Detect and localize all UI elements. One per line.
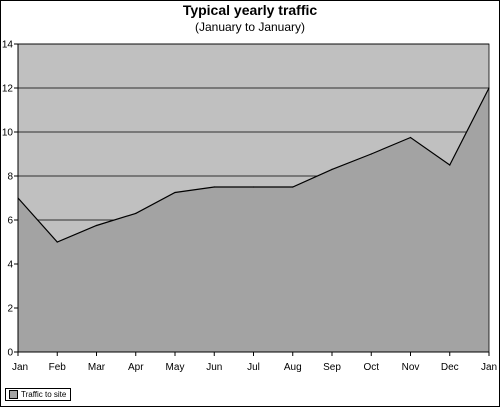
- y-tick-label-6: 6: [7, 216, 13, 227]
- x-tick-label-6: Jul: [247, 362, 260, 373]
- x-tick-label-1: Feb: [49, 362, 67, 373]
- y-tick-label-14: 14: [2, 40, 14, 51]
- x-tick-label-8: Sep: [323, 362, 341, 373]
- data-point-7: [292, 186, 294, 188]
- y-tick-label-8: 8: [7, 172, 13, 183]
- y-tick-label-0: 0: [7, 348, 13, 359]
- chart-subtitle: (January to January): [194, 20, 306, 34]
- chart-title: Typical yearly traffic: [182, 2, 318, 18]
- data-point-9: [370, 153, 372, 155]
- data-point-2: [95, 224, 98, 227]
- data-point-3: [135, 212, 137, 214]
- y-tick-label-12: 12: [2, 84, 14, 95]
- data-point-1: [56, 241, 58, 243]
- x-tick-label-4: May: [166, 362, 185, 373]
- x-tick-label-11: Dec: [441, 362, 459, 373]
- data-point-10: [409, 136, 412, 139]
- x-tick-label-5: Jun: [206, 362, 222, 373]
- y-tick-label-2: 2: [7, 304, 13, 315]
- legend-swatch: [9, 390, 18, 399]
- data-point-6: [252, 186, 255, 188]
- x-tick-label-7: Aug: [284, 362, 302, 373]
- data-point-8: [331, 168, 333, 170]
- data-point-11: [449, 164, 451, 166]
- y-tick-label-4: 4: [7, 260, 13, 271]
- y-tick-label-10: 10: [2, 128, 14, 139]
- legend-label: Traffic to site: [21, 390, 67, 399]
- x-tick-label-9: Oct: [363, 362, 379, 373]
- x-tick-label-0: Jan: [12, 362, 28, 373]
- x-tick-label-2: Mar: [88, 362, 106, 373]
- x-tick-label-12: Jan: [481, 362, 497, 373]
- data-point-5: [213, 186, 215, 188]
- data-point-4: [174, 191, 176, 194]
- legend: Traffic to site: [5, 388, 72, 401]
- x-tick-label-3: Apr: [128, 362, 144, 373]
- x-tick-label-10: Nov: [402, 362, 420, 373]
